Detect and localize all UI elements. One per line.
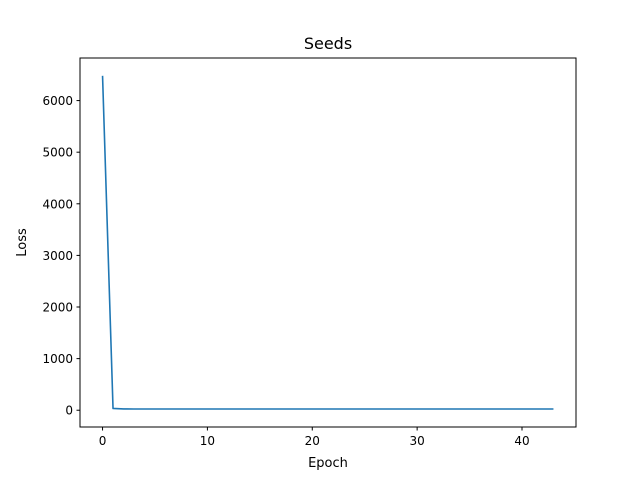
x-tick-label: 0 <box>99 434 107 448</box>
axes-frame <box>79 57 577 428</box>
y-axis: 0 1000 2000 3000 4000 5000 6000 <box>42 94 80 418</box>
loss-series-line <box>101 75 554 410</box>
y-tick-label: 1000 <box>42 352 73 366</box>
y-tick-label: 3000 <box>42 249 73 263</box>
x-tick-label: 10 <box>200 434 215 448</box>
y-tick-label: 6000 <box>42 94 73 108</box>
x-axis: 0 10 20 30 40 <box>99 427 530 448</box>
x-tick-label: 20 <box>305 434 320 448</box>
y-axis-label: Loss <box>15 228 30 257</box>
y-tick-label: 5000 <box>42 146 73 160</box>
x-axis-label: Epoch <box>308 456 348 471</box>
y-tick-label: 4000 <box>42 197 73 211</box>
x-tick-label: 30 <box>409 434 424 448</box>
series-group <box>101 75 554 410</box>
y-tick-label: 2000 <box>42 301 73 315</box>
y-tick-label: 0 <box>65 404 73 418</box>
plot-area: 0 1000 2000 3000 4000 5000 6000 0 10 20 30 40 <box>42 57 577 448</box>
x-tick-label: 40 <box>514 434 529 448</box>
chart-title: Seeds <box>304 34 352 53</box>
